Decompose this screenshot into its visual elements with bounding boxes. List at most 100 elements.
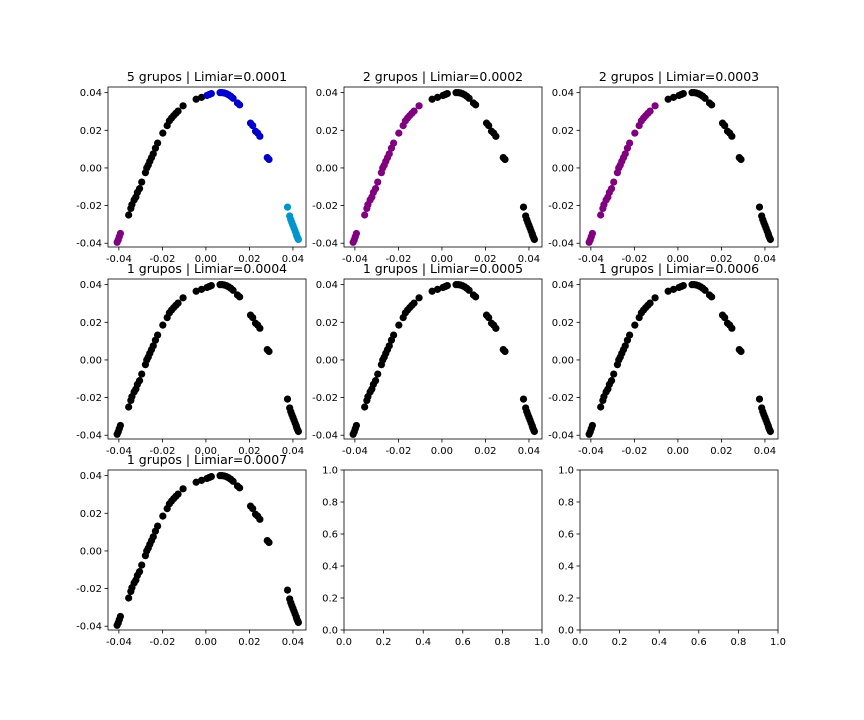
y-tick-label: -0.02 (76, 393, 102, 404)
data-point-g1 (174, 299, 182, 307)
data-point-g2 (701, 94, 709, 102)
y-tick-label: -0.04 (548, 431, 574, 442)
x-tick-label: 0.02 (238, 446, 260, 457)
data-point-g1 (236, 293, 244, 301)
points-layer (113, 89, 302, 246)
data-point-g1 (135, 377, 144, 385)
data-point-g4 (283, 203, 292, 211)
x-tick-label: 0.00 (195, 446, 217, 457)
data-point-g1 (192, 287, 200, 295)
data-point-g1 (385, 150, 393, 158)
x-tick-label: 0.00 (431, 254, 453, 265)
data-point-g1 (721, 313, 729, 322)
axes-frame (579, 469, 779, 631)
data-point-g2 (492, 132, 500, 140)
data-point-g3 (249, 121, 257, 130)
data-point-g1 (433, 285, 442, 293)
data-point-g1 (283, 586, 292, 594)
x-tick-label: 0.04 (282, 446, 304, 457)
data-point-g1 (607, 377, 616, 385)
data-point-g1 (646, 299, 654, 307)
y-tick-label: 0.8 (322, 498, 338, 509)
points-layer (349, 281, 538, 438)
data-point-g2 (708, 101, 716, 109)
data-point-g1 (149, 533, 157, 541)
axes-frame (107, 278, 307, 440)
subplot-title: 1 grupos | Limiar=0.0007 (127, 452, 287, 467)
data-point-g1 (256, 324, 264, 332)
data-point-g2 (664, 95, 672, 103)
y-tick-label: 0.0 (558, 626, 574, 637)
data-point-g1 (428, 287, 436, 295)
data-point-g1 (138, 370, 146, 378)
data-point-g2 (433, 93, 442, 101)
data-point-g1 (294, 618, 302, 627)
data-point-g2 (125, 211, 133, 219)
data-point-g1 (607, 185, 616, 193)
x-tick-label: -0.02 (149, 446, 175, 457)
data-point-g1 (265, 538, 273, 547)
data-point-g1 (207, 472, 215, 481)
data-point-g2 (428, 95, 436, 103)
data-point-g2 (138, 178, 146, 186)
axes-frame (579, 278, 779, 440)
x-tick-label: -0.02 (385, 446, 411, 457)
y-tick-label: 0.00 (80, 163, 102, 174)
y-tick-label: 0.00 (316, 163, 338, 174)
x-tick-label: 0.04 (518, 446, 540, 457)
subplot-3: -0.04 -0.02 0.00 0.02 0.04 -0.04 -0.02 0.00 0.02… (548, 69, 779, 265)
x-tick-label: 0.02 (474, 446, 496, 457)
data-point-g1 (395, 321, 403, 329)
x-tick-label: 0.02 (238, 637, 260, 648)
y-tick-label: 0.02 (80, 318, 102, 329)
subplot-title: 5 grupos | Limiar=0.0001 (127, 69, 287, 84)
x-tick-label: -0.04 (578, 254, 604, 265)
y-tick-label: -0.04 (76, 431, 102, 442)
data-point-g1 (390, 139, 398, 147)
x-tick-label: -0.02 (149, 254, 175, 265)
data-point-g1 (410, 107, 418, 115)
data-point-g1 (597, 403, 605, 411)
y-tick-label: -0.02 (76, 201, 102, 212)
data-point-g1 (610, 370, 618, 378)
data-point-g1 (197, 476, 206, 484)
data-point-g4 (294, 235, 302, 244)
x-tick-label: 0.4 (651, 637, 667, 648)
y-tick-label: 0.4 (322, 562, 338, 573)
data-point-g1 (236, 484, 244, 492)
x-tick-label: -0.04 (106, 637, 132, 648)
x-tick-label: 0.8 (730, 637, 746, 648)
data-point-g2 (197, 93, 206, 101)
x-tick-label: -0.02 (149, 637, 175, 648)
data-point-g2 (755, 203, 764, 211)
y-tick-label: 0.04 (80, 88, 102, 99)
data-point-g1 (256, 515, 264, 523)
x-tick-label: -0.04 (106, 254, 132, 265)
y-tick-label: -0.04 (312, 431, 338, 442)
data-point-g2 (519, 203, 528, 211)
x-tick-label: -0.02 (621, 446, 647, 457)
data-point-g1 (485, 313, 493, 322)
data-point-g1 (174, 490, 182, 498)
y-tick-label: 0.04 (316, 88, 338, 99)
data-point-g2 (728, 132, 736, 140)
data-point-g1 (352, 421, 360, 430)
data-point-g2 (465, 94, 473, 102)
data-point-g1 (646, 107, 654, 115)
data-point-g1 (154, 331, 162, 339)
data-point-g2 (721, 121, 729, 130)
data-point-g1 (610, 178, 618, 186)
y-tick-label: 0.00 (80, 355, 102, 366)
data-point-g1 (125, 594, 133, 602)
data-point-g1 (374, 370, 382, 378)
points-layer (113, 281, 302, 438)
y-tick-label: 1.0 (558, 466, 574, 477)
y-tick-label: 0.6 (558, 530, 574, 541)
data-point-g1 (679, 281, 687, 290)
points-layer (113, 472, 302, 629)
data-point-g2 (154, 139, 162, 147)
data-point-g1 (669, 285, 678, 293)
subplot-5: -0.04 -0.02 0.00 0.02 0.04 -0.04 -0.02 0.00 0.02… (312, 261, 543, 457)
data-point-g1 (519, 395, 528, 403)
